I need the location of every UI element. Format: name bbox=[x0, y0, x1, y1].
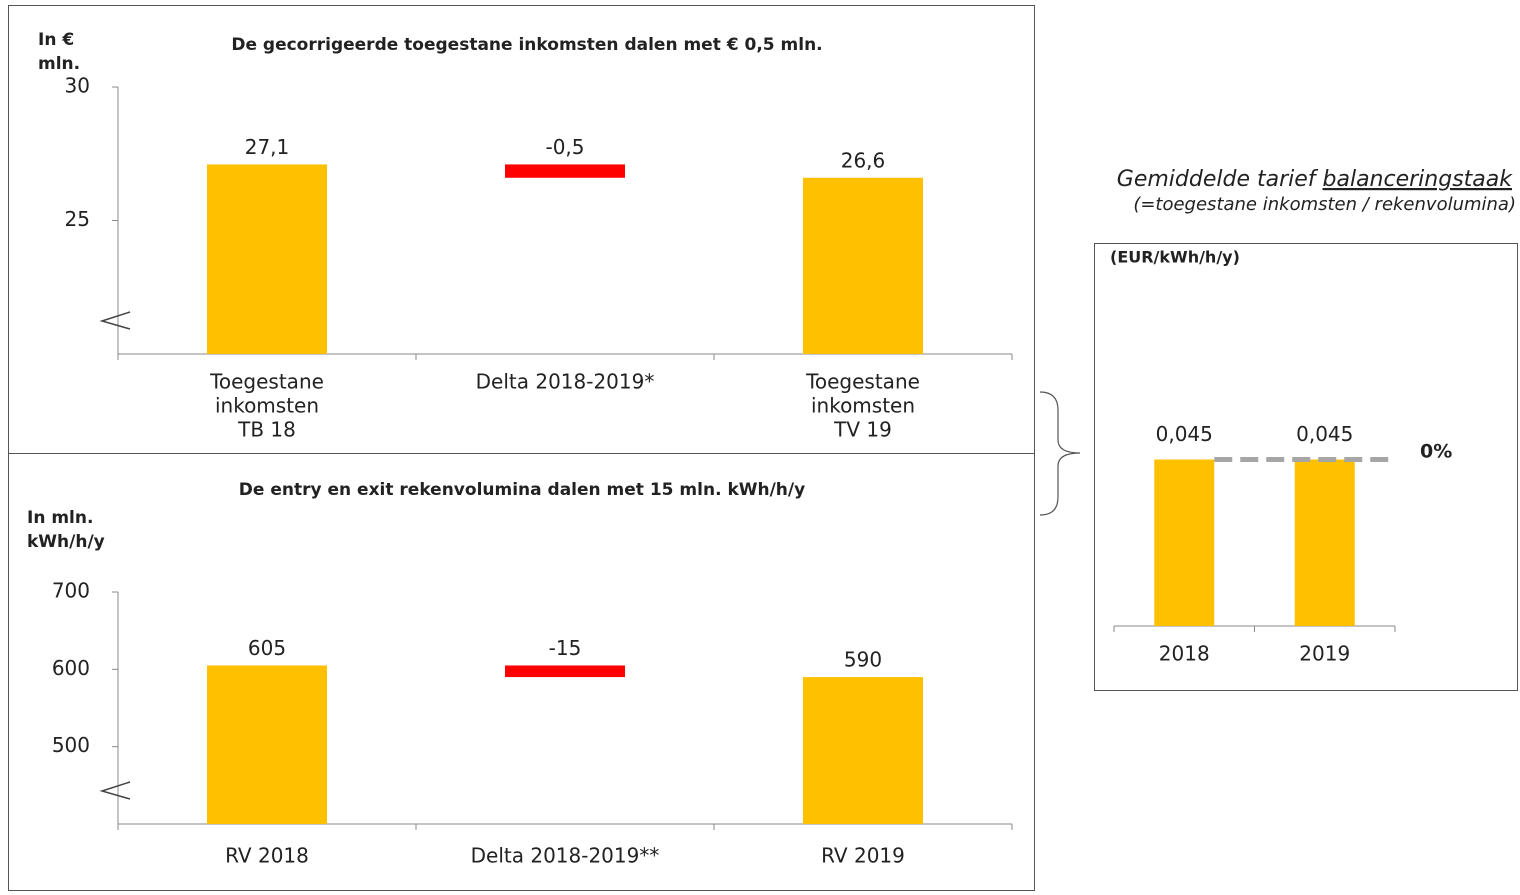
value-label: -0,5 bbox=[545, 135, 584, 159]
label: RV 2018 bbox=[225, 844, 309, 868]
chart-subtitle: (=toegestane inkomsten / rekenvolumina) bbox=[1133, 194, 1516, 215]
annotation: 0% bbox=[1420, 441, 1452, 463]
panel-right bbox=[1094, 243, 1518, 691]
bar bbox=[803, 177, 923, 354]
unit-label: (EUR/kWh/h/y) bbox=[1110, 248, 1240, 267]
value-label: 27,1 bbox=[245, 135, 290, 159]
chart-title: Gemiddelde tarief balanceringstaak bbox=[1117, 167, 1513, 192]
title-part: Gemiddelde tarief bbox=[1117, 167, 1323, 192]
label-line: Toegestane bbox=[209, 370, 324, 394]
value-label: 26,6 bbox=[841, 148, 886, 172]
label-line: In mln. bbox=[27, 508, 93, 528]
brace bbox=[1039, 391, 1081, 516]
axis-break bbox=[99, 311, 131, 330]
label-line: Toegestane bbox=[805, 370, 920, 394]
axis-break bbox=[99, 781, 131, 800]
bar bbox=[207, 665, 327, 824]
bar bbox=[505, 164, 625, 178]
bar bbox=[803, 677, 923, 824]
value-label: 0,045 bbox=[1296, 422, 1353, 446]
y-tick-label: 25 bbox=[65, 207, 90, 231]
value-label: 0,045 bbox=[1156, 422, 1213, 446]
label-line: inkomsten bbox=[811, 394, 915, 418]
panel-bottom bbox=[8, 453, 1035, 891]
bar bbox=[1294, 459, 1355, 626]
x-tick-label: 2019 bbox=[1299, 642, 1350, 666]
label: Delta 2018-2019** bbox=[471, 844, 660, 868]
label-line: TV 19 bbox=[833, 418, 892, 442]
label-line: kWh/h/y bbox=[27, 532, 105, 552]
label-line: inkomsten bbox=[215, 394, 319, 418]
value-label: -15 bbox=[549, 636, 582, 660]
y-tick-label: 600 bbox=[52, 656, 90, 680]
label-line: TB 18 bbox=[237, 418, 296, 442]
value-label: 605 bbox=[248, 636, 286, 660]
label-line: mln. bbox=[38, 54, 80, 74]
chart-title: De gecorrigeerde toegestane inkomsten da… bbox=[231, 35, 822, 55]
bar bbox=[1154, 459, 1215, 626]
x-tick-label: 2018 bbox=[1159, 642, 1210, 666]
bar bbox=[505, 665, 625, 678]
title-part: balanceringstaak bbox=[1323, 167, 1514, 192]
label: RV 2019 bbox=[821, 844, 905, 868]
y-tick-label: 700 bbox=[52, 579, 90, 603]
y-tick-label: 500 bbox=[52, 733, 90, 757]
y-tick-label: 30 bbox=[65, 74, 90, 98]
value-label: 590 bbox=[844, 648, 882, 672]
label-line: Delta 2018-2019* bbox=[476, 370, 655, 394]
label-line: In € bbox=[38, 30, 74, 50]
bar bbox=[207, 164, 327, 354]
chart-title: De entry en exit rekenvolumina dalen met… bbox=[239, 480, 805, 500]
